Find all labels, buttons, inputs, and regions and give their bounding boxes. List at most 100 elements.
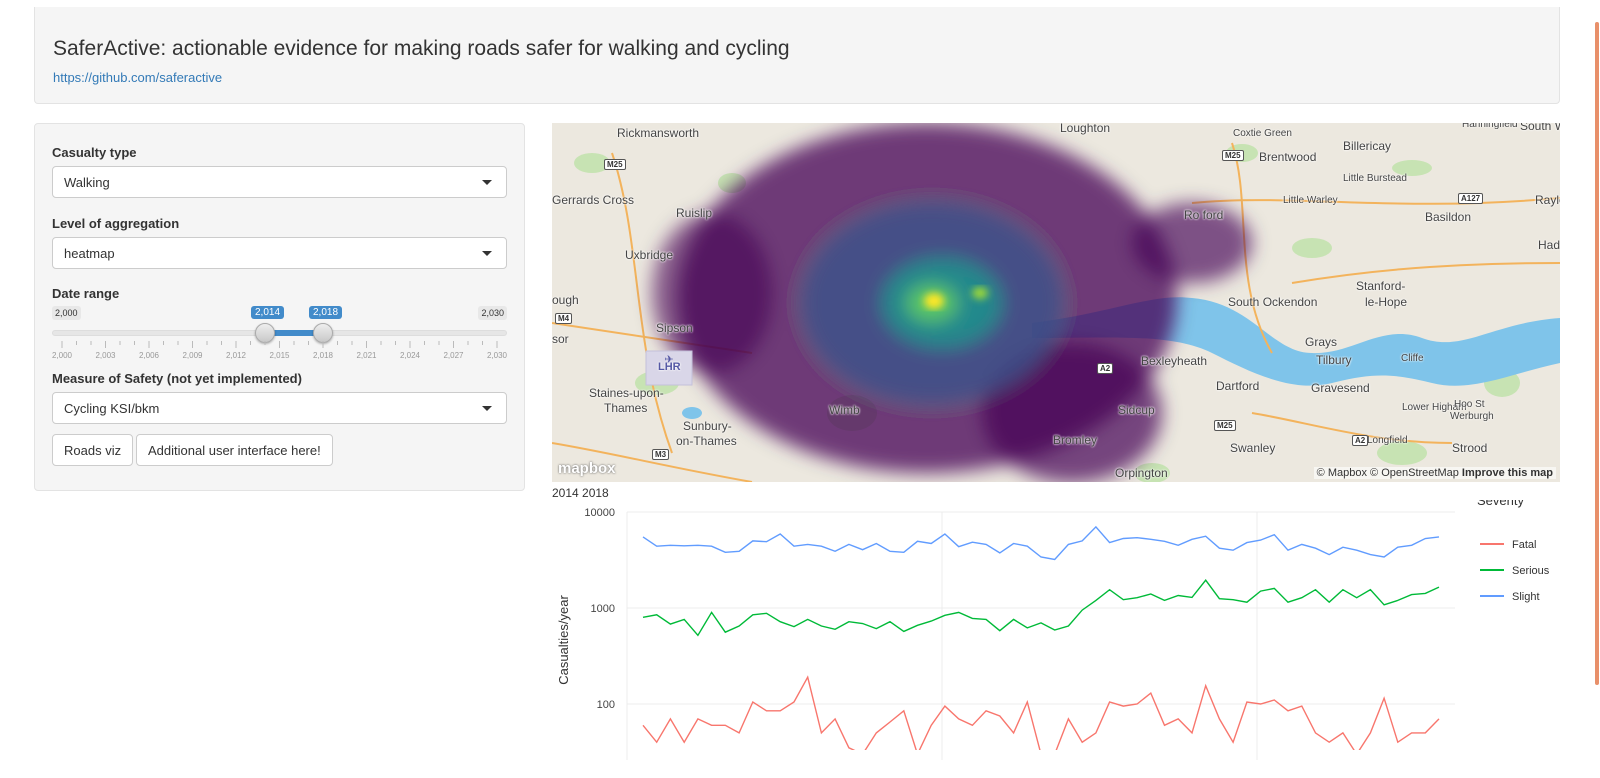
road-badge: A127: [1458, 193, 1484, 204]
road-badge: M25: [1214, 420, 1236, 431]
casualties-line-chart[interactable]: 10000 1000 100 Casualties/year Severity Fatal…: [552, 500, 1560, 778]
y-tick-label: 1000: [591, 603, 615, 615]
slider-tick-label: 2,000: [51, 351, 73, 360]
attribution-osm[interactable]: © OpenStreetMap: [1370, 467, 1459, 479]
map-place-label: Werburgh: [1450, 411, 1494, 422]
map-place-label: Wimb: [829, 403, 860, 417]
slider-from-handle[interactable]: [255, 323, 275, 343]
slider-min-label: 2,000: [52, 306, 81, 320]
series-line-serious[interactable]: [642, 579, 1440, 637]
map-place-label: Lower Higham: [1402, 402, 1467, 413]
map-place-label: Rickmansworth: [617, 126, 700, 140]
slider-tick-label: 2,015: [269, 351, 290, 360]
map-place-label: Little Warley: [1283, 195, 1338, 206]
page-title: SaferActive: actionable evidence for mak…: [53, 37, 790, 60]
map-place-label: Strood: [1452, 441, 1488, 455]
map-place-label: Hoo St: [1454, 399, 1485, 410]
road-badge: M25: [1222, 150, 1244, 161]
casualty-type-label: Casualty type: [52, 145, 137, 160]
map-place-label: Sidcup: [1118, 403, 1155, 417]
legend-title: Severity: [1477, 500, 1524, 508]
legend-item-slight[interactable]: Slight: [1512, 591, 1540, 603]
map-place-label: Basildon: [1425, 210, 1472, 224]
improve-map-link[interactable]: Improve this map: [1461, 467, 1553, 479]
aggregation-select[interactable]: heatmap: [52, 237, 507, 269]
map-place-label: Cliffe: [1401, 353, 1424, 364]
map-place-label: Grays: [1305, 335, 1338, 349]
map-place-label: Hadl: [1538, 238, 1560, 252]
aggregation-value: heatmap: [64, 246, 115, 261]
map-place-label: Loughton: [1060, 123, 1111, 135]
map-place-label: Hanningfield: [1462, 123, 1518, 130]
map-place-label: le-Hope: [1365, 295, 1408, 309]
attribution-mapbox[interactable]: © Mapbox: [1316, 467, 1367, 479]
github-link[interactable]: https://github.com/saferactive: [53, 70, 223, 85]
chevron-down-icon: [482, 406, 492, 411]
slider-to-label: 2,018: [309, 306, 343, 319]
series-line-slight[interactable]: [642, 525, 1440, 561]
slider-tick-label: 2,009: [182, 351, 203, 360]
sidebar-panel: Casualty type Walking Level of aggregati…: [34, 123, 525, 491]
measure-value: Cycling KSI/bkm: [64, 401, 160, 416]
additional-ui-button[interactable]: Additional user interface here!: [136, 434, 333, 466]
map-place-label: Ruislip: [676, 206, 713, 220]
y-tick-label: 100: [597, 699, 615, 711]
map-place-label: Gravesend: [1311, 381, 1370, 395]
slider-selected-range: [265, 330, 323, 336]
slider-tick-labels: 2,000 2,003 2,006 2,009 2,012 2,015 2,018 2,021…: [52, 351, 507, 363]
slider-tick-label: 2,012: [225, 351, 247, 360]
map-place-label: Thames: [604, 401, 648, 415]
date-range-slider[interactable]: 2,000 2,030 2,014 2,018 2,000 2,003 2,006 2…: [52, 304, 507, 368]
measure-label: Measure of Safety (not yet implemented): [52, 371, 302, 386]
slider-tick-label: 2,006: [138, 351, 160, 360]
map-place-label: Little Burstead: [1343, 173, 1407, 184]
slider-tick-label: 2,003: [95, 351, 116, 360]
measure-select[interactable]: Cycling KSI/bkm: [52, 392, 507, 424]
casualty-type-value: Walking: [64, 175, 110, 190]
date-range-caption: 2014 2018: [552, 486, 609, 500]
map-place-label: LHR: [658, 361, 681, 373]
road-badge: A2: [1352, 435, 1369, 446]
map-basemap: ✈: [552, 123, 1560, 482]
y-axis-label: Casualties/year: [556, 595, 571, 685]
map-place-label: Bromley: [1053, 433, 1098, 447]
map-place-label: Dartford: [1216, 379, 1260, 393]
map-place-label: Swanley: [1230, 441, 1276, 455]
map-place-label: Coxtie Green: [1233, 128, 1292, 139]
slider-tick-label: 2,030: [486, 351, 508, 360]
slider-tick-label: 2,027: [443, 351, 464, 360]
mapbox-logo[interactable]: mapbox: [558, 460, 616, 477]
road-badge: M3: [652, 449, 670, 460]
map-attribution: © Mapbox © OpenStreetMap Improve this ma…: [1313, 467, 1556, 479]
map-place-label: Gerrards Cross: [552, 193, 635, 207]
slider-from-label: 2,014: [251, 306, 285, 319]
map-place-label: Uxbridge: [625, 248, 674, 262]
map-place-label: Ro ford: [1184, 208, 1224, 222]
slider-tick-label: 2,018: [312, 351, 334, 360]
series-line-fatal[interactable]: [642, 675, 1440, 754]
map-place-label: Staines-upon-: [589, 386, 664, 400]
airport-icon: ✈: [664, 354, 673, 366]
slider-to-handle[interactable]: [313, 323, 333, 343]
map-place-label: Bexleyheath: [1141, 354, 1208, 368]
map-place-label: sor: [552, 332, 569, 346]
map-place-label: on-Thames: [676, 434, 737, 448]
legend-item-serious[interactable]: Serious: [1512, 565, 1550, 577]
map-place-label: Stanford-: [1356, 279, 1406, 293]
y-tick-label: 10000: [584, 507, 615, 519]
scrollbar[interactable]: [1595, 22, 1599, 685]
map-place-label: South W: [1520, 123, 1560, 133]
slider-tick-label: 2,024: [399, 351, 421, 360]
casualty-type-select[interactable]: Walking: [52, 166, 507, 198]
roads-viz-button[interactable]: Roads viz: [52, 434, 134, 466]
chevron-down-icon: [482, 251, 492, 256]
road-badge: M25: [604, 159, 626, 170]
map-place-label: ough: [552, 293, 579, 307]
heatmap-map[interactable]: ✈ Rickmansworth Loughton Coxtie Green Hanni…: [552, 123, 1560, 482]
map-place-label: Orpington: [1115, 466, 1168, 480]
map-place-label: Tilbury: [1316, 353, 1352, 367]
legend-item-fatal[interactable]: Fatal: [1512, 539, 1536, 551]
road-badge: A2: [1097, 363, 1114, 374]
slider-max-label: 2,030: [478, 306, 507, 320]
map-place-label: Billericay: [1343, 139, 1392, 153]
